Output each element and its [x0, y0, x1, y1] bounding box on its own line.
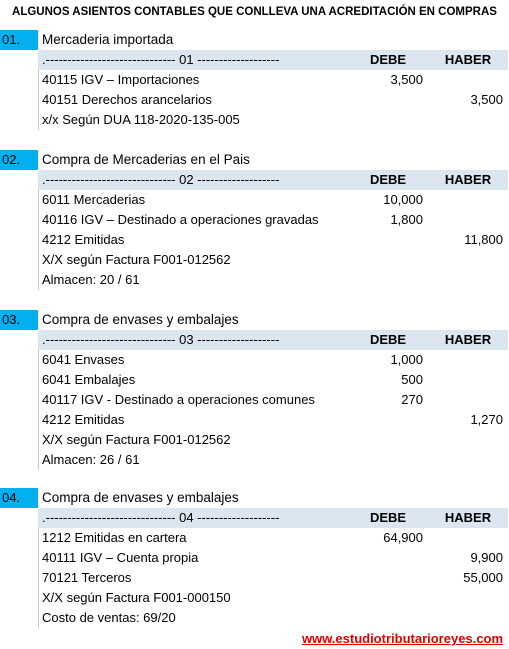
section-border — [38, 70, 39, 130]
haber-label: HABER — [444, 510, 492, 525]
divider: .------------------------------ 01 -----… — [42, 52, 280, 67]
header-bar — [38, 50, 508, 70]
account: 4212 Emitidas — [42, 412, 125, 427]
section-number: 03. — [0, 310, 38, 330]
debe-amount: 3,500 — [390, 72, 423, 87]
section-border — [38, 350, 39, 470]
haber-amount: 9,900 — [470, 550, 503, 565]
debe-label: DEBE — [369, 52, 407, 67]
debe-amount: 64,900 — [383, 530, 423, 545]
account: 40116 IGV – Destinado a operaciones grav… — [42, 212, 319, 227]
haber-amount: 1,270 — [470, 412, 503, 427]
account: 40151 Derechos arancelarios — [42, 92, 212, 107]
note: x/x Según DUA 118-2020-135-005 — [42, 112, 240, 127]
debe-amount: 270 — [401, 392, 423, 407]
account: 1212 Emitidas en cartera — [42, 530, 187, 545]
haber-label: HABER — [444, 52, 492, 67]
account: 6041 Embalajes — [42, 372, 136, 387]
debe-label: DEBE — [369, 510, 407, 525]
haber-amount: 11,800 — [464, 232, 503, 247]
account: 4212 Emitidas — [42, 232, 125, 247]
debe-amount: 10,000 — [383, 192, 423, 207]
account: 6041 Envases — [42, 352, 125, 367]
account: 70121 Terceros — [42, 570, 132, 585]
section-number: 01. — [0, 30, 38, 50]
header-bar — [38, 330, 508, 350]
note: X/X según Factura F001-000150 — [42, 590, 231, 605]
debe-amount: 1,800 — [390, 212, 423, 227]
divider: .------------------------------ 02 -----… — [42, 172, 280, 187]
debe-amount: 1,000 — [390, 352, 423, 367]
haber-amount: 55,000 — [463, 570, 503, 585]
divider: .------------------------------ 03 -----… — [42, 332, 280, 347]
haber-amount: 3,500 — [470, 92, 503, 107]
header-bar — [38, 170, 508, 190]
haber-label: HABER — [444, 172, 492, 187]
account: 40117 IGV - Destinado a operaciones comu… — [42, 392, 315, 407]
debe-label: DEBE — [369, 332, 407, 347]
account: 40115 IGV – Importaciones — [42, 72, 200, 87]
section-title: Compra de envases y embalajes — [42, 312, 239, 327]
divider: .------------------------------ 04 -----… — [42, 510, 280, 525]
section-number: 02. — [0, 150, 38, 170]
section-number: 04. — [0, 488, 38, 508]
page-title: ALGUNOS ASIENTOS CONTABLES QUE CONLLEVA … — [12, 6, 497, 18]
account: 6011 Mercaderias — [42, 192, 146, 207]
section-title: Compra de Mercaderias en el Pais — [42, 152, 250, 167]
debe-amount: 500 — [401, 372, 423, 387]
website-link[interactable]: www.estudiotributarioreyes.com — [301, 631, 503, 646]
section-title: Compra de envases y embalajes — [42, 490, 239, 505]
note: Almacen: 26 / 61 — [42, 452, 140, 467]
note: X/X según Factura F001-012562 — [42, 432, 231, 447]
header-bar — [38, 508, 508, 528]
note: X/X según Factura F001-012562 — [42, 252, 231, 267]
haber-label: HABER — [444, 332, 492, 347]
section-border — [38, 190, 39, 290]
account: 40111 IGV – Cuenta propia — [42, 550, 199, 565]
note: Almacen: 20 / 61 — [42, 272, 140, 287]
note: Costo de ventas: 69/20 — [42, 610, 176, 625]
section-border — [38, 528, 39, 628]
debe-label: DEBE — [369, 172, 407, 187]
section-title: Mercaderia importada — [42, 32, 174, 47]
